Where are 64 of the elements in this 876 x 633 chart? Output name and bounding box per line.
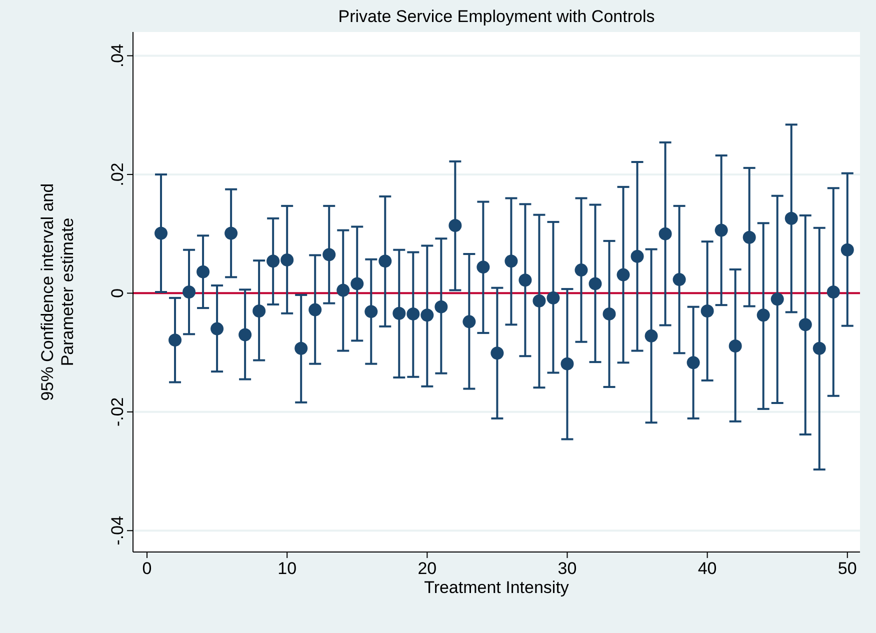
point [812,342,826,355]
point [336,284,350,297]
point [266,254,280,268]
point [434,300,448,314]
point [560,357,574,370]
point [238,328,252,342]
y-tick-label: .02 [108,162,127,186]
x-tick-label: 40 [698,559,717,578]
point [448,219,462,232]
point [476,260,490,274]
y-tick-label: 0 [108,288,127,298]
y-axis-title: 95% Confidence interval and Parameter estimate [38,183,77,401]
point [770,292,784,306]
point [168,334,182,347]
point [672,273,686,286]
point [714,224,728,237]
point [504,254,518,268]
point [252,304,266,318]
point [210,322,224,336]
point [826,286,840,298]
point [756,308,770,322]
point [182,286,196,298]
point [602,307,616,320]
point [546,291,560,304]
point [294,342,308,355]
x-tick-label: 50 [838,559,857,578]
x-tick-label: 0 [142,559,152,578]
point [224,226,238,240]
point [378,254,392,268]
point [700,304,714,318]
chart-title: Private Service Employment with Controls [338,7,655,26]
point [840,243,854,256]
point [532,294,546,308]
point [154,226,168,240]
point [364,305,378,318]
point [518,274,532,287]
point [616,268,630,282]
point [350,277,364,290]
point [308,303,322,316]
point [644,329,658,342]
point [574,264,588,277]
point [728,340,742,353]
y-tick-label: -.04 [108,516,127,546]
point [686,356,700,370]
point [280,253,294,266]
x-axis-title: Treatment Intensity [424,578,570,597]
point [658,227,672,240]
point [798,318,812,332]
x-tick-label: 10 [278,559,297,578]
point [490,346,504,360]
point [392,306,406,320]
point [420,308,434,322]
point [630,250,644,263]
x-tick-label: 30 [558,559,577,578]
point [196,265,210,278]
y-tick-label: -.02 [108,397,127,427]
x-tick-label: 20 [418,559,437,578]
point [742,230,756,244]
point [322,248,336,262]
point [462,315,476,328]
point [588,277,602,290]
point [406,307,420,320]
point [784,212,798,225]
y-tick-label: .04 [108,44,127,68]
